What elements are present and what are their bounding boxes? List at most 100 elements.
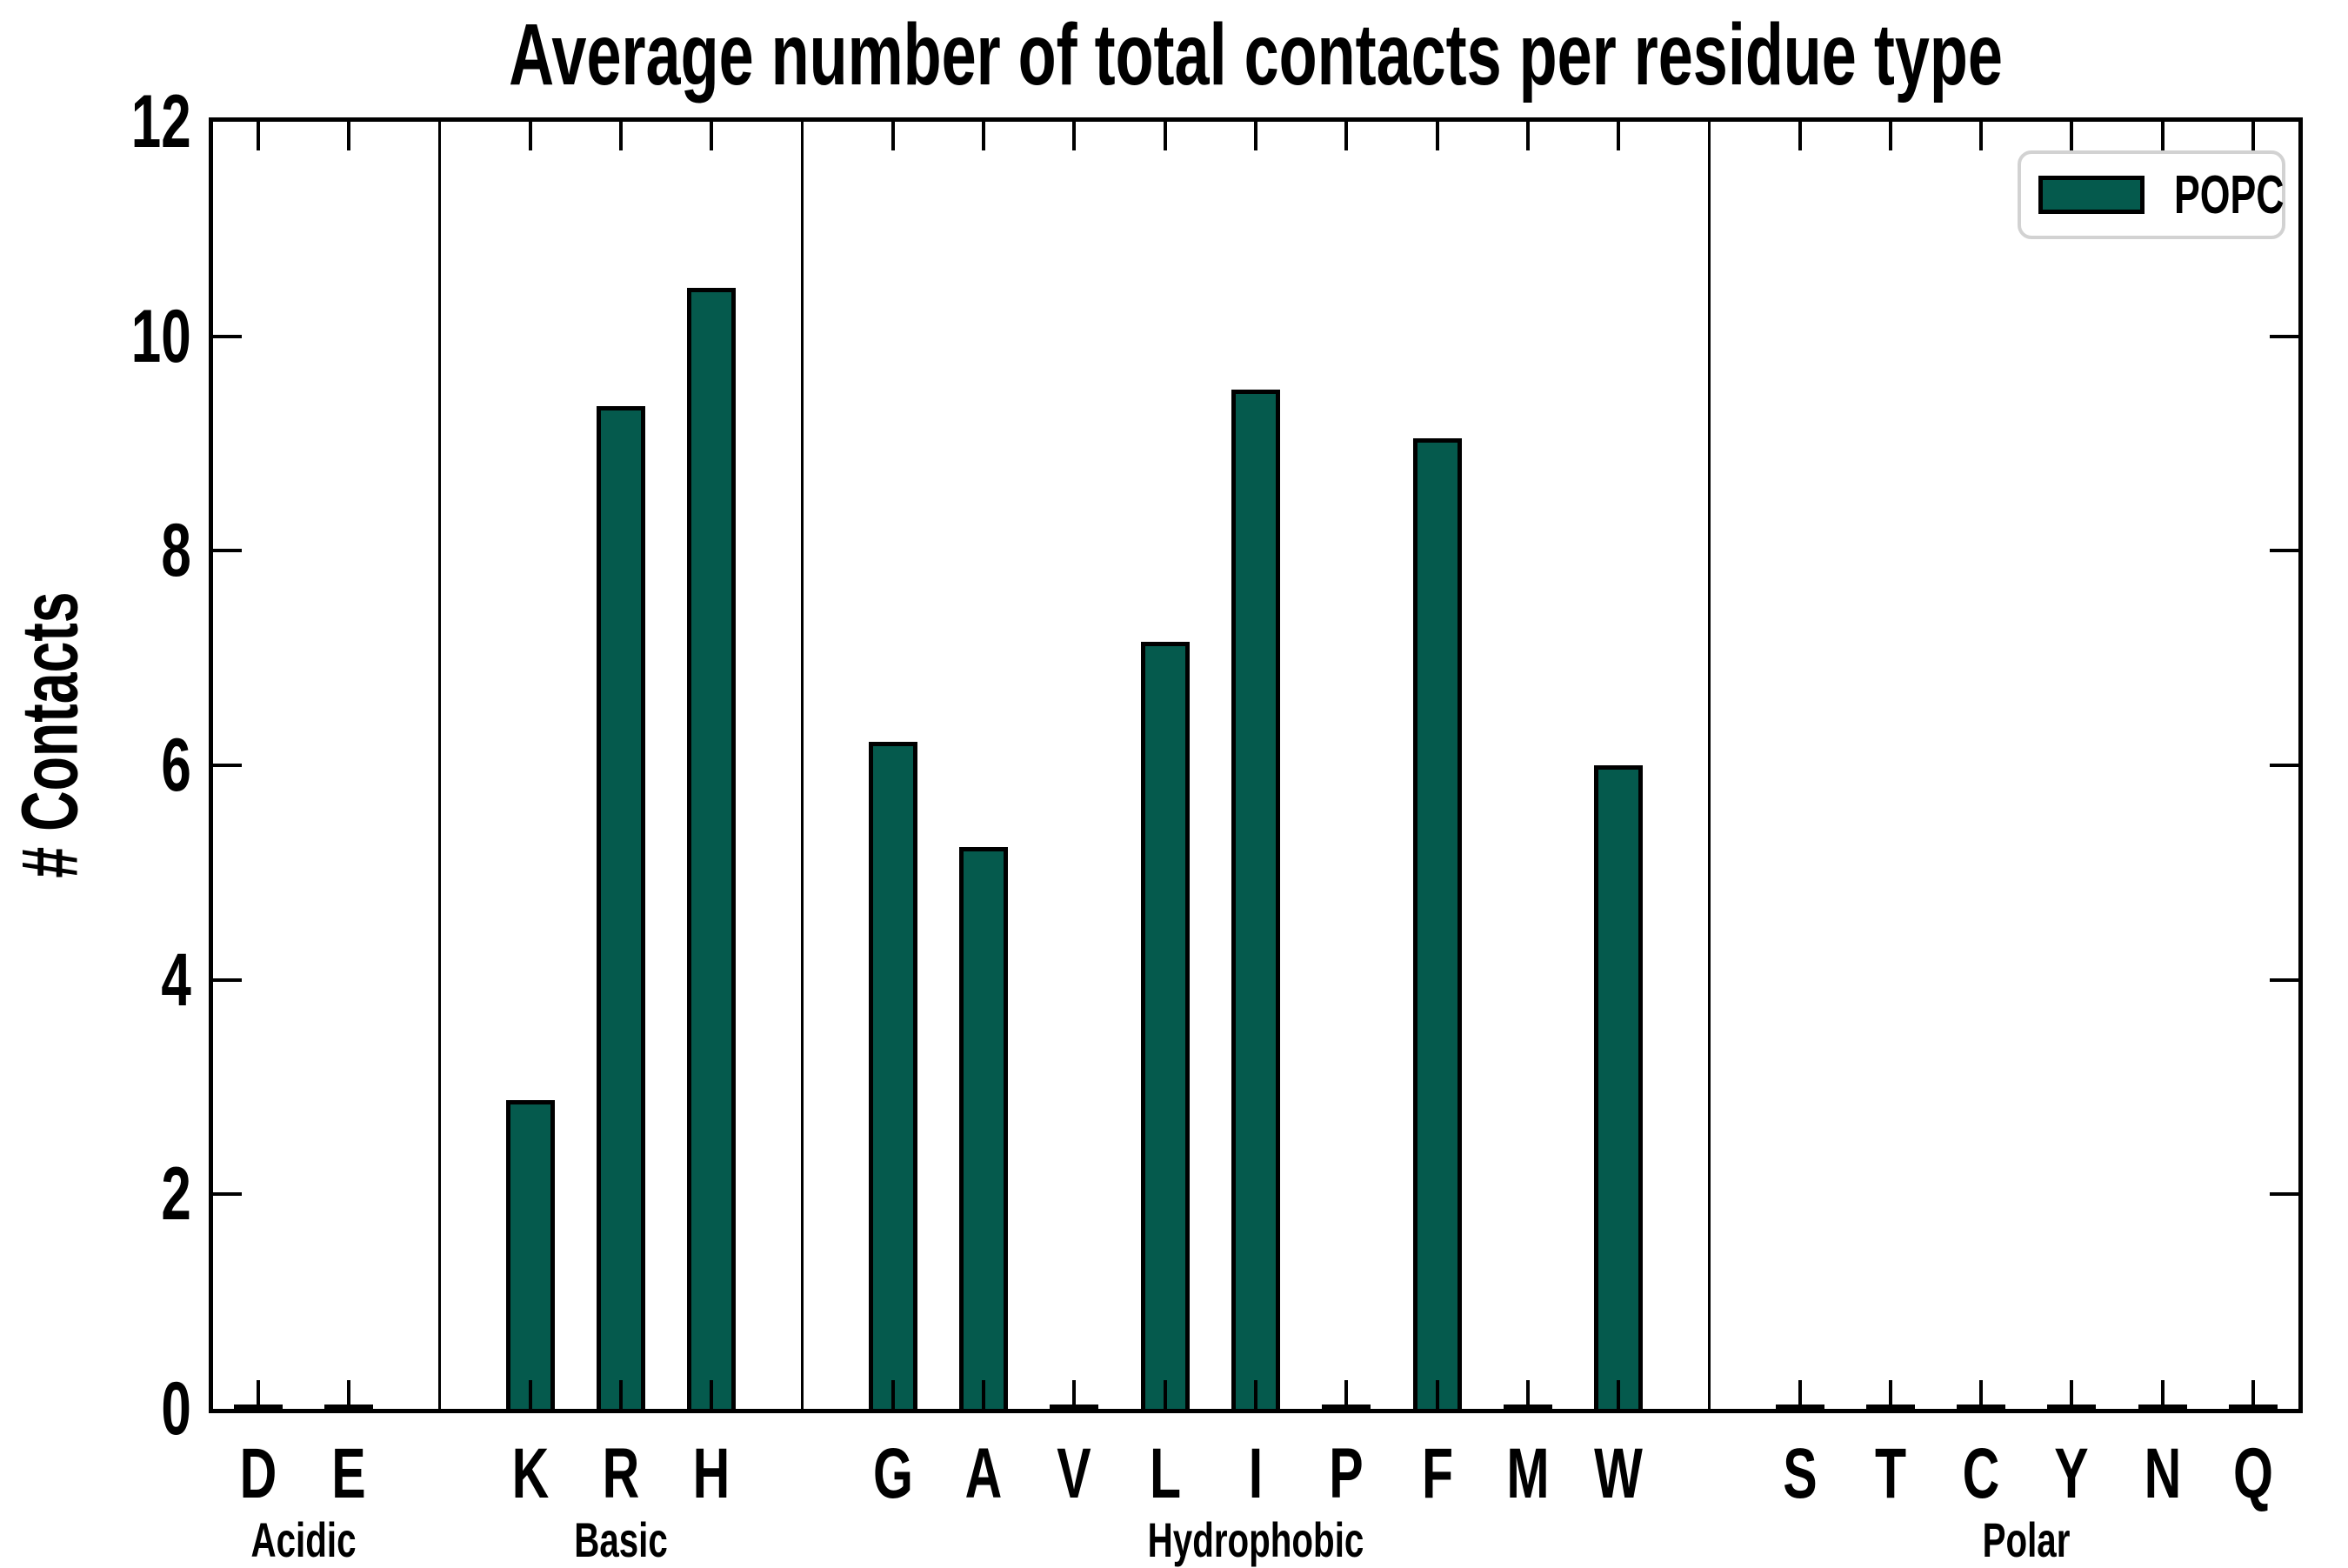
x-tick-bottom-D: [257, 1380, 261, 1409]
xtick-label-Q: Q: [2233, 1433, 2309, 1515]
x-tick-top-V: [1072, 122, 1077, 150]
x-tick-bottom-E: [347, 1380, 351, 1409]
y-tick-right-4: [2270, 977, 2298, 982]
bar-I: [1231, 390, 1280, 1409]
x-tick-bottom-F: [1435, 1380, 1439, 1409]
bar-K: [505, 1099, 555, 1409]
ytick-label-text-4: 4: [161, 937, 191, 1022]
x-tick-top-M: [1525, 122, 1530, 150]
x-tick-top-A: [982, 122, 986, 150]
xtick-label-L: L: [1150, 1433, 1209, 1515]
x-tick-top-Y: [2070, 122, 2074, 150]
x-tick-top-K: [528, 122, 532, 150]
y-tick-left-4: [213, 977, 242, 982]
xtick-label-text-W: W: [1594, 1434, 1643, 1513]
xtick-label-H: H: [693, 1433, 763, 1515]
ytick-label-12: 12: [0, 84, 191, 159]
x-tick-bottom-G: [891, 1380, 895, 1409]
x-tick-bottom-C: [1979, 1380, 1984, 1409]
bar-H: [687, 288, 737, 1409]
xtick-label-text-Y: Y: [2054, 1434, 2090, 1513]
bar-R: [597, 405, 646, 1409]
x-tick-top-R: [619, 122, 624, 150]
xtick-label-E: E: [332, 1433, 397, 1515]
chart-title-text: Average number of total contacts per res…: [509, 6, 2003, 103]
group-label-acidic: Acidic: [251, 1511, 450, 1568]
xtick-label-text-F: F: [1421, 1434, 1453, 1513]
x-tick-top-W: [1617, 122, 1621, 150]
xtick-label-M: M: [1506, 1433, 1587, 1515]
ytick-label-text-2: 2: [161, 1152, 191, 1237]
x-tick-bottom-T: [1888, 1380, 1892, 1409]
x-tick-bottom-Q: [2251, 1380, 2255, 1409]
x-tick-top-L: [1163, 122, 1167, 150]
xtick-label-S: S: [1783, 1433, 1848, 1515]
xtick-label-R: R: [603, 1433, 672, 1515]
ytick-label-10: 10: [0, 299, 191, 374]
ytick-label-text-8: 8: [161, 509, 191, 593]
xtick-label-text-M: M: [1506, 1434, 1550, 1513]
xtick-label-Y: Y: [2055, 1433, 2119, 1515]
x-tick-top-G: [891, 122, 895, 150]
group-separator: [438, 122, 442, 1409]
bar-F: [1412, 437, 1462, 1409]
x-tick-top-I: [1254, 122, 1257, 150]
group-label-text-hydrophobic: Hydrophobic: [1147, 1512, 1364, 1567]
legend: POPC: [2018, 150, 2285, 239]
x-tick-top-P: [1344, 122, 1349, 150]
x-tick-bottom-H: [710, 1380, 714, 1409]
y-tick-left-10: [213, 334, 242, 338]
y-tick-right-8: [2270, 549, 2298, 553]
xtick-label-A: A: [965, 1433, 1035, 1515]
xtick-label-text-K: K: [511, 1434, 550, 1513]
x-tick-bottom-I: [1254, 1380, 1257, 1409]
plot-area: [209, 117, 2303, 1413]
xtick-label-text-P: P: [1329, 1434, 1364, 1513]
xtick-label-P: P: [1330, 1433, 1394, 1515]
xtick-label-W: W: [1594, 1433, 1685, 1515]
y-tick-left-6: [213, 764, 242, 767]
x-tick-bottom-N: [2160, 1380, 2165, 1409]
bar-G: [868, 741, 917, 1409]
ytick-label-text-10: 10: [131, 294, 191, 378]
ytick-label-0: 0: [0, 1371, 191, 1446]
xtick-label-G: G: [873, 1433, 949, 1515]
x-tick-bottom-A: [982, 1380, 986, 1409]
legend-label-text: POPC: [2174, 164, 2285, 225]
legend-swatch-popc: [2038, 176, 2145, 214]
y-tick-right-6: [2270, 764, 2298, 767]
x-tick-bottom-S: [1798, 1380, 1802, 1409]
x-tick-bottom-M: [1525, 1380, 1530, 1409]
xtick-label-text-V: V: [1057, 1434, 1092, 1513]
x-tick-bottom-K: [528, 1380, 532, 1409]
x-tick-top-N: [2160, 122, 2165, 150]
y-tick-left-8: [213, 549, 242, 553]
xtick-label-F: F: [1421, 1433, 1481, 1515]
x-tick-bottom-Y: [2070, 1380, 2074, 1409]
bar-W: [1594, 765, 1644, 1409]
xtick-label-text-D: D: [239, 1434, 277, 1513]
x-tick-top-S: [1798, 122, 1802, 150]
y-tick-right-10: [2270, 334, 2298, 338]
xtick-label-K: K: [512, 1433, 582, 1515]
xtick-label-text-N: N: [2144, 1434, 2181, 1513]
x-tick-bottom-V: [1072, 1380, 1077, 1409]
chart-title: Average number of total contacts per res…: [509, 5, 2348, 105]
xtick-label-text-G: G: [872, 1434, 913, 1513]
x-tick-top-Q: [2251, 122, 2255, 150]
xtick-label-I: I: [1249, 1433, 1276, 1515]
ytick-label-6: 6: [0, 728, 191, 803]
group-separator: [1707, 122, 1711, 1409]
xtick-label-V: V: [1057, 1433, 1122, 1515]
group-label-hydrophobic: Hydrophobic: [1148, 1511, 1556, 1568]
bar-A: [959, 846, 1009, 1409]
xtick-label-text-C: C: [1962, 1434, 2000, 1513]
x-tick-top-E: [347, 122, 351, 150]
x-tick-top-C: [1979, 122, 1984, 150]
xtick-label-D: D: [240, 1433, 310, 1515]
xtick-label-T: T: [1875, 1433, 1934, 1515]
ytick-label-2: 2: [0, 1157, 191, 1231]
xtick-label-N: N: [2144, 1433, 2214, 1515]
xtick-label-text-Q: Q: [2232, 1434, 2273, 1513]
